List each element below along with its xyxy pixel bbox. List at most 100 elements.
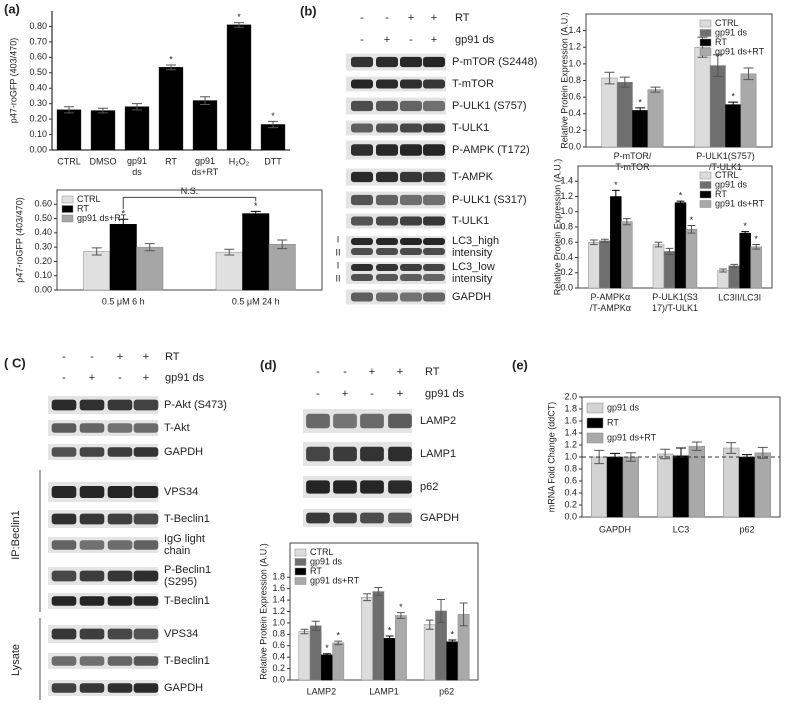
blot-band (51, 628, 77, 640)
blot-band (423, 144, 445, 156)
bar (268, 244, 296, 291)
legend-label: gp91 ds (607, 402, 640, 412)
blot-band (79, 486, 105, 498)
legend-label: gp91 ds+RT (77, 213, 127, 223)
y-tick-label: 0.0 (568, 141, 581, 151)
condition-sign: + (143, 351, 149, 363)
error-bar (743, 67, 754, 81)
y-tick-label: 1.8 (564, 403, 577, 413)
blot-band (400, 56, 422, 68)
condition-name: RT (165, 351, 180, 363)
y-tick-label: 1.2 (272, 606, 285, 616)
y-axis-title: Relative Protein Expression (A.U.) (552, 159, 562, 296)
error-bar (118, 218, 129, 230)
bar (372, 591, 385, 681)
blot-band (107, 656, 133, 666)
y-tick-label: 1.2 (564, 439, 577, 449)
bar (56, 109, 82, 151)
legend-swatch (294, 548, 307, 557)
blot-band (51, 447, 77, 457)
blot-band (133, 628, 159, 640)
error-bar (132, 103, 142, 111)
y-tick-label: 1.4 (564, 427, 577, 437)
blot-row-label: T-Beclin1 (164, 513, 210, 525)
blot-band (423, 100, 445, 112)
blot-band (306, 413, 330, 429)
condition-sign: - (90, 351, 94, 363)
bar (709, 65, 726, 148)
blot-band (107, 399, 133, 411)
bar (446, 641, 459, 681)
blot-band (400, 171, 422, 183)
condition-sign: - (316, 366, 320, 378)
blot-band (306, 512, 330, 524)
blot-band (351, 292, 373, 302)
blot-row-label: T-Akt (164, 422, 190, 434)
y-tick-label: 0.40 (34, 227, 52, 237)
bar (192, 100, 218, 151)
x-tick-label: P-ULK1(S3 17)/T-ULK1 (652, 292, 698, 313)
blot-band (376, 274, 398, 282)
error-bar (665, 247, 674, 255)
y-tick-label: 1.4 (272, 594, 285, 604)
bracket (122, 196, 257, 210)
blot-band (351, 79, 373, 89)
blot-band (376, 264, 398, 272)
y-tick-label: 0.6 (568, 92, 581, 102)
blot-band (423, 238, 445, 246)
bar (215, 251, 243, 291)
condition-sign: - (385, 12, 389, 24)
significance-marker: * (399, 602, 403, 612)
blot-band (333, 512, 357, 524)
blot-band (400, 216, 422, 226)
blot-band (133, 447, 159, 457)
error-bar (166, 64, 176, 71)
y-tick-label: 1.2 (568, 42, 581, 52)
y-tick-label: 0.00 (29, 144, 47, 154)
error-bar (144, 243, 155, 252)
condition-sign: - (360, 34, 364, 46)
condition-sign: + (342, 388, 348, 400)
blot-band (351, 171, 373, 183)
blot-row-label: T-AMPK (452, 171, 494, 183)
blot-band (107, 540, 133, 550)
bar (298, 631, 311, 681)
condition-sign: - (62, 351, 66, 363)
band-marker: II (335, 273, 340, 283)
bar (599, 240, 611, 289)
legend-swatch (61, 195, 74, 204)
blot-band (423, 123, 445, 133)
blot-band (79, 540, 105, 550)
legend-swatch (61, 205, 74, 213)
y-axis-title: p47-roGFP (403/470) (14, 197, 24, 282)
blot-band (423, 248, 445, 256)
blot-band (133, 540, 159, 550)
error-bar (363, 593, 372, 602)
blot-row-label: LC3_low intensity (452, 261, 495, 285)
blot-band (51, 540, 77, 550)
plot-frame (56, 189, 323, 291)
blot-band (79, 596, 105, 606)
legend-swatch (586, 402, 604, 414)
bar (652, 244, 665, 289)
legend-swatch (699, 200, 712, 208)
blot-band (376, 56, 398, 68)
legend-swatch (294, 567, 307, 576)
blot-band (400, 79, 422, 89)
blot-band (351, 248, 373, 256)
blot-band (376, 216, 398, 226)
legend-label: CTRL (77, 194, 101, 204)
y-tick-label: 0.50 (29, 67, 47, 77)
legend-label: CTRL (715, 18, 739, 28)
x-tick-label: H₂O₂ (229, 156, 250, 166)
blot-band (376, 194, 398, 206)
bar (621, 221, 633, 289)
legend-label: RT (715, 37, 727, 47)
blot-row-label: P-ULK1 (S317) (452, 194, 527, 206)
blot-row-label: VPS34 (164, 628, 198, 640)
y-tick-label: 0.20 (29, 113, 47, 123)
condition-name: RT (455, 12, 470, 24)
condition-sign: + (143, 372, 149, 384)
bar (423, 624, 436, 681)
y-tick-label: 2.0 (564, 391, 577, 401)
